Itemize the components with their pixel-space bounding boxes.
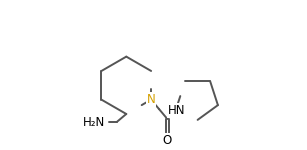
Text: H₂N: H₂N <box>82 116 105 129</box>
Text: N: N <box>147 93 156 106</box>
Text: O: O <box>163 134 172 147</box>
Text: HN: HN <box>168 104 185 117</box>
